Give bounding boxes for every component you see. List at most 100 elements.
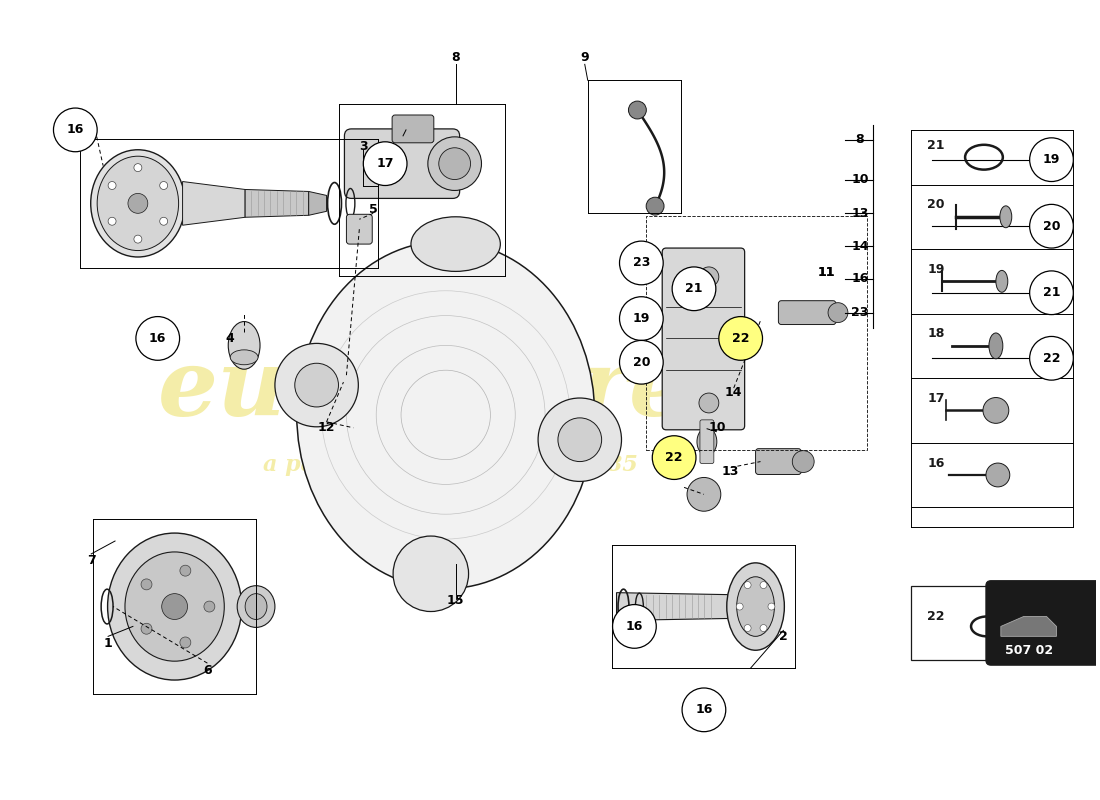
- Text: 13: 13: [722, 465, 739, 478]
- Text: 21: 21: [1043, 286, 1060, 299]
- Circle shape: [162, 594, 187, 619]
- Text: 10: 10: [708, 422, 726, 434]
- Circle shape: [160, 218, 167, 226]
- Ellipse shape: [245, 594, 267, 619]
- Polygon shape: [245, 190, 309, 218]
- Circle shape: [54, 108, 97, 152]
- FancyBboxPatch shape: [346, 214, 372, 244]
- Ellipse shape: [108, 533, 242, 680]
- Text: 6: 6: [204, 664, 211, 677]
- Circle shape: [275, 343, 359, 427]
- Circle shape: [768, 603, 774, 610]
- Text: 19: 19: [927, 263, 945, 276]
- Circle shape: [160, 182, 167, 190]
- Ellipse shape: [989, 333, 1003, 358]
- Circle shape: [538, 398, 621, 482]
- Text: 17: 17: [376, 157, 394, 170]
- Text: 16: 16: [67, 123, 84, 136]
- Circle shape: [1030, 337, 1074, 380]
- Text: 14: 14: [725, 386, 742, 398]
- Circle shape: [108, 218, 117, 226]
- Ellipse shape: [996, 270, 1008, 292]
- Text: 23: 23: [632, 257, 650, 270]
- Text: 16: 16: [851, 272, 869, 286]
- Circle shape: [204, 601, 214, 612]
- Text: 14: 14: [851, 239, 869, 253]
- Text: 7: 7: [87, 554, 96, 567]
- Text: 16: 16: [150, 332, 166, 345]
- FancyBboxPatch shape: [662, 248, 745, 430]
- Bar: [912, 586, 1012, 660]
- Text: eurospares: eurospares: [158, 345, 744, 435]
- Ellipse shape: [411, 217, 500, 271]
- Circle shape: [180, 566, 190, 576]
- Text: 1: 1: [103, 637, 112, 650]
- Text: 16: 16: [927, 457, 945, 470]
- Text: a passion for parts since 1985: a passion for parts since 1985: [263, 454, 638, 475]
- Circle shape: [619, 297, 663, 341]
- Circle shape: [986, 463, 1010, 487]
- FancyBboxPatch shape: [779, 301, 836, 325]
- Circle shape: [698, 393, 718, 413]
- Text: 19: 19: [1043, 153, 1060, 166]
- Circle shape: [108, 182, 117, 190]
- Circle shape: [652, 436, 696, 479]
- Text: 11: 11: [817, 266, 835, 279]
- Circle shape: [558, 418, 602, 462]
- Text: 2: 2: [779, 630, 788, 643]
- Circle shape: [134, 164, 142, 171]
- Circle shape: [718, 317, 762, 360]
- Text: 8: 8: [451, 51, 460, 64]
- Polygon shape: [616, 593, 728, 621]
- Text: 3: 3: [359, 140, 367, 154]
- Text: 22: 22: [927, 610, 945, 623]
- Text: 4: 4: [226, 332, 234, 345]
- Text: 23: 23: [851, 306, 869, 319]
- Text: 20: 20: [1043, 220, 1060, 233]
- Text: 21: 21: [927, 138, 945, 152]
- Text: 10: 10: [851, 173, 869, 186]
- Ellipse shape: [229, 322, 260, 370]
- Text: 20: 20: [632, 356, 650, 369]
- Circle shape: [363, 142, 407, 186]
- Circle shape: [736, 603, 744, 610]
- Text: 22: 22: [666, 451, 683, 464]
- Ellipse shape: [97, 156, 178, 250]
- Polygon shape: [309, 191, 327, 215]
- Polygon shape: [1001, 617, 1056, 636]
- Text: 8: 8: [856, 134, 865, 146]
- Ellipse shape: [90, 150, 185, 257]
- Circle shape: [295, 363, 339, 407]
- Circle shape: [682, 688, 726, 732]
- Circle shape: [439, 148, 471, 179]
- Circle shape: [1030, 138, 1074, 182]
- Circle shape: [134, 235, 142, 243]
- Circle shape: [128, 194, 147, 214]
- Text: 5: 5: [368, 203, 377, 216]
- Ellipse shape: [727, 563, 784, 650]
- Text: 18: 18: [927, 327, 945, 341]
- Text: 9: 9: [581, 51, 590, 64]
- Text: 13: 13: [851, 207, 869, 220]
- Circle shape: [141, 579, 152, 590]
- Circle shape: [792, 450, 814, 473]
- Circle shape: [983, 398, 1009, 423]
- Text: 22: 22: [732, 332, 749, 345]
- FancyBboxPatch shape: [700, 420, 714, 463]
- Ellipse shape: [297, 241, 595, 589]
- FancyBboxPatch shape: [344, 129, 460, 198]
- Circle shape: [1030, 204, 1074, 248]
- Text: 21: 21: [685, 282, 703, 295]
- Circle shape: [672, 267, 716, 310]
- Circle shape: [828, 302, 848, 322]
- Circle shape: [744, 582, 751, 589]
- Text: 11: 11: [817, 266, 835, 279]
- Circle shape: [688, 478, 720, 511]
- Circle shape: [180, 637, 190, 648]
- Ellipse shape: [230, 350, 258, 365]
- Text: 16: 16: [626, 620, 644, 633]
- Ellipse shape: [737, 577, 774, 636]
- Ellipse shape: [1000, 206, 1012, 228]
- FancyBboxPatch shape: [756, 449, 801, 474]
- Bar: [647, 216, 867, 450]
